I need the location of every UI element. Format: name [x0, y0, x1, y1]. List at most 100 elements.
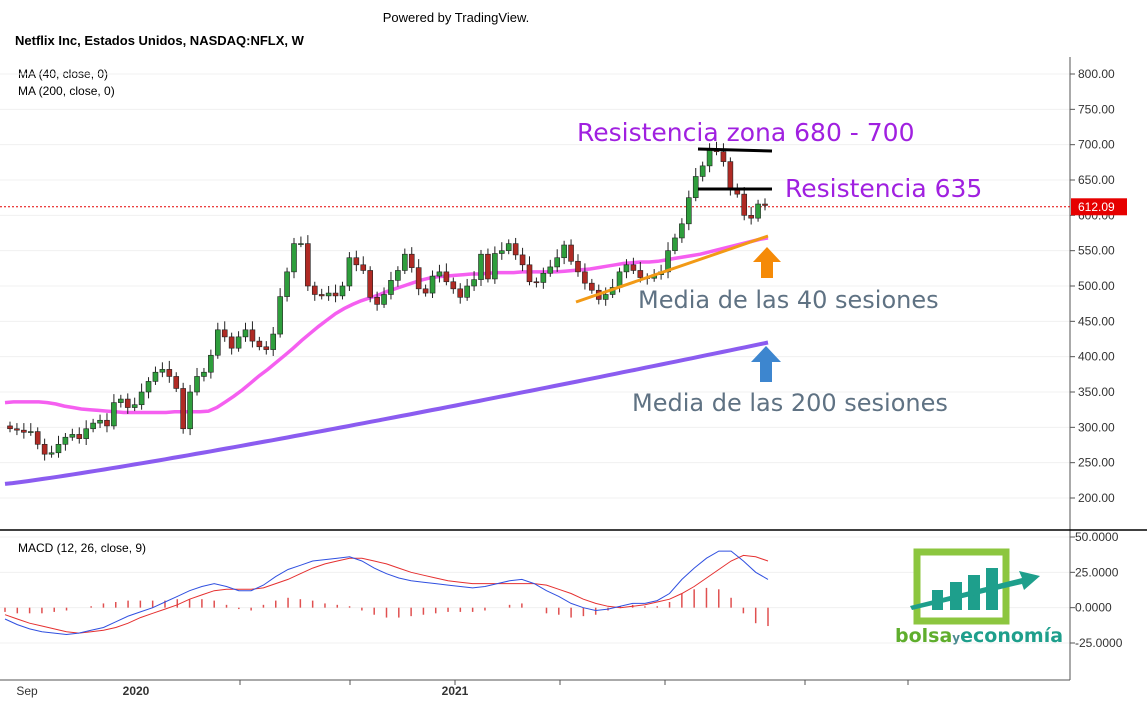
ma200-layer: [4, 340, 769, 486]
candle-body: [298, 243, 304, 245]
candle-body: [741, 193, 748, 216]
candle-body: [575, 260, 581, 273]
candle-body: [505, 243, 512, 251]
logo-text-part1: bolsa: [895, 625, 952, 647]
grid: [0, 73, 1070, 644]
candle-body: [637, 270, 644, 278]
candles: [7, 141, 768, 461]
candle-body: [436, 271, 443, 277]
price-tick-label: 300.00: [1078, 420, 1115, 434]
candle-body: [450, 281, 457, 290]
logo-text-part3: economía: [960, 625, 1063, 647]
candle-body: [692, 176, 699, 198]
candle-body: [540, 272, 547, 283]
candle-body: [34, 431, 41, 445]
drawings: Resistencia zona 680 - 700 Resistencia 6…: [575, 118, 982, 417]
macd-tick-label: 25.0000: [1075, 565, 1119, 579]
candle-body: [374, 297, 380, 305]
candle-body: [62, 436, 69, 445]
price-tick-label: 200.00: [1078, 491, 1115, 505]
candle-body: [270, 333, 277, 350]
candle-body: [111, 402, 117, 427]
candle-body: [325, 292, 332, 297]
candle-body: [353, 257, 360, 266]
candle-body: [76, 434, 83, 439]
candle-body: [90, 422, 96, 430]
price-axis[interactable]: 800.00750.00700.00650.00600.00550.00500.…: [1070, 67, 1115, 505]
candle-body: [242, 329, 249, 338]
svg-text:bolsayeconomía: bolsayeconomía: [895, 625, 1063, 647]
price-tick-label: 750.00: [1078, 102, 1115, 116]
macd-tick-label: -25.0000: [1075, 636, 1123, 650]
candle-body: [582, 271, 588, 284]
candle-body: [41, 443, 48, 455]
candle-body: [498, 250, 505, 254]
candle-body: [221, 329, 228, 338]
bolsa-y-economia-logo: bolsayeconomía: [895, 548, 1063, 647]
candle-body: [339, 285, 346, 297]
price-tick-label: 250.00: [1078, 456, 1115, 470]
logo-text-part2: y: [952, 631, 960, 645]
time-axis[interactable]: Sep 2020 2021: [16, 680, 909, 698]
candle-body: [249, 329, 256, 342]
candle-body: [152, 371, 159, 382]
candle-body: [429, 275, 436, 294]
time-tick-label: Sep: [16, 684, 38, 698]
price-tick-label: 550.00: [1078, 244, 1115, 258]
candle-body: [672, 237, 678, 251]
macd-line: [4, 550, 769, 636]
ma40-line: [4, 236, 769, 415]
ma200-legend: MA (200, close, 0): [18, 84, 115, 98]
resistance-zone-label: Resistencia zona 680 - 700: [577, 118, 915, 147]
candle-body: [512, 243, 519, 256]
candle-body: [471, 279, 477, 287]
up-arrow-blue-icon: [751, 346, 781, 382]
candle-body: [27, 431, 34, 433]
candle-body: [589, 282, 595, 291]
candle-body: [360, 264, 367, 271]
candle-body: [173, 376, 180, 389]
candle-body: [727, 161, 734, 190]
candle-body: [214, 329, 221, 356]
candle-body: [228, 336, 235, 349]
instrument-title: Netflix Inc, Estados Unidos, NASDAQ:NFLX…: [15, 33, 304, 48]
candle-body: [457, 288, 464, 298]
candle-body: [547, 266, 554, 274]
candle-body: [630, 264, 637, 271]
price-tick-label: 650.00: [1078, 173, 1115, 187]
candle-body: [180, 388, 186, 430]
candle-body: [519, 254, 526, 266]
candle-body: [561, 244, 567, 259]
candle-body: [554, 257, 561, 268]
candle-body: [706, 148, 713, 167]
candle-body: [526, 264, 533, 283]
support-trendline: [575, 234, 769, 304]
time-tick-label: 2020: [123, 684, 150, 698]
candle-body: [104, 419, 110, 427]
candle-body: [194, 376, 200, 393]
candle-body: [422, 288, 429, 294]
ma40-layer: [4, 236, 769, 415]
last-price-label: 612.09: [1078, 200, 1115, 214]
candle-body: [208, 354, 214, 373]
candle-body: [346, 257, 353, 287]
macd-tick-label: 0.0000: [1075, 601, 1112, 615]
macd-axis[interactable]: 50.0000 25.0000 0.0000 -25.0000: [1070, 530, 1123, 650]
candle-body: [381, 294, 387, 305]
candle-body: [332, 292, 339, 297]
macd-layer: [4, 550, 769, 636]
candle-body: [679, 223, 685, 239]
macd-tick-label: 50.0000: [1075, 530, 1119, 544]
candle-body: [14, 428, 20, 431]
macd-signal-line: [4, 554, 769, 634]
candle-body: [686, 197, 692, 225]
candle-body: [408, 253, 415, 268]
candle-body: [415, 267, 422, 290]
candle-body: [166, 369, 173, 377]
candle-body: [318, 294, 325, 297]
candle-body: [159, 369, 166, 373]
candle-body: [367, 270, 373, 298]
price-tick-label: 800.00: [1078, 67, 1115, 81]
candle-body: [464, 285, 470, 298]
